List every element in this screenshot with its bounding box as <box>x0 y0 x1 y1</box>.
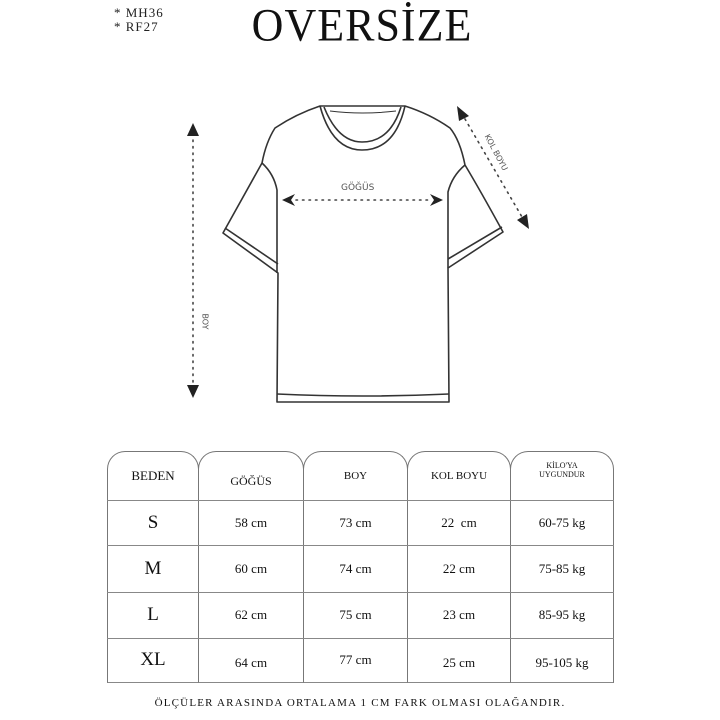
footnote: ÖLÇÜLER ARASINDA ORTALAMA 1 CM FARK OLMA… <box>154 697 566 709</box>
tshirt-outline <box>222 105 504 403</box>
header-kol-boyu: KOL BOYU <box>430 469 488 482</box>
weight-cell: 95-105 kg <box>535 655 589 670</box>
size-cell: S <box>147 511 159 533</box>
length-cell: 75 cm <box>339 607 372 622</box>
chest-cell: 64 cm <box>234 655 268 670</box>
header-kilo: KİLO'YA UYGUNDUR <box>539 460 585 479</box>
chest-cell: 60 cm <box>234 560 268 576</box>
tshirt-diagram <box>187 105 529 403</box>
size-cell: L <box>147 604 159 625</box>
size-cell: M <box>144 557 162 579</box>
size-table: BEDEN GÖĞÜS BOY KOL BOYU KİLO'YA UYGUNDU… <box>107 451 614 684</box>
length-cell: 74 cm <box>339 560 372 576</box>
sleeve-cell: 22 cm <box>442 560 476 576</box>
sleeve-cell: 23 cm <box>442 607 476 622</box>
length-cell: 73 cm <box>339 514 372 530</box>
sleeve-cell: 22 cm <box>441 514 477 530</box>
weight-cell: 85-95 kg <box>538 607 586 622</box>
page-title: OVERSİZE <box>251 0 473 52</box>
product-code: * MH36 <box>114 5 164 20</box>
chest-cell: 58 cm <box>234 514 268 530</box>
size-cell: XL <box>140 649 166 670</box>
chest-label: GÖĞÜS <box>341 183 375 193</box>
weight-cell: 60-75 kg <box>538 514 586 530</box>
product-code: * RF27 <box>114 19 159 34</box>
product-codes: * MH36 * RF27 <box>114 6 164 34</box>
header-boy: BOY <box>343 469 368 482</box>
chest-cell: 62 cm <box>234 607 268 622</box>
length-label: BOY <box>200 313 210 330</box>
length-arrow <box>187 123 199 398</box>
header-beden: BEDEN <box>131 467 175 483</box>
chest-arrow <box>282 194 443 206</box>
sleeve-cell: 25 cm <box>442 655 476 670</box>
header-gogus: GÖĞÜS <box>230 474 272 488</box>
weight-cell: 75-85 kg <box>538 560 586 576</box>
length-cell: 77 cm <box>339 652 372 667</box>
sleeve-arrow <box>457 106 529 229</box>
